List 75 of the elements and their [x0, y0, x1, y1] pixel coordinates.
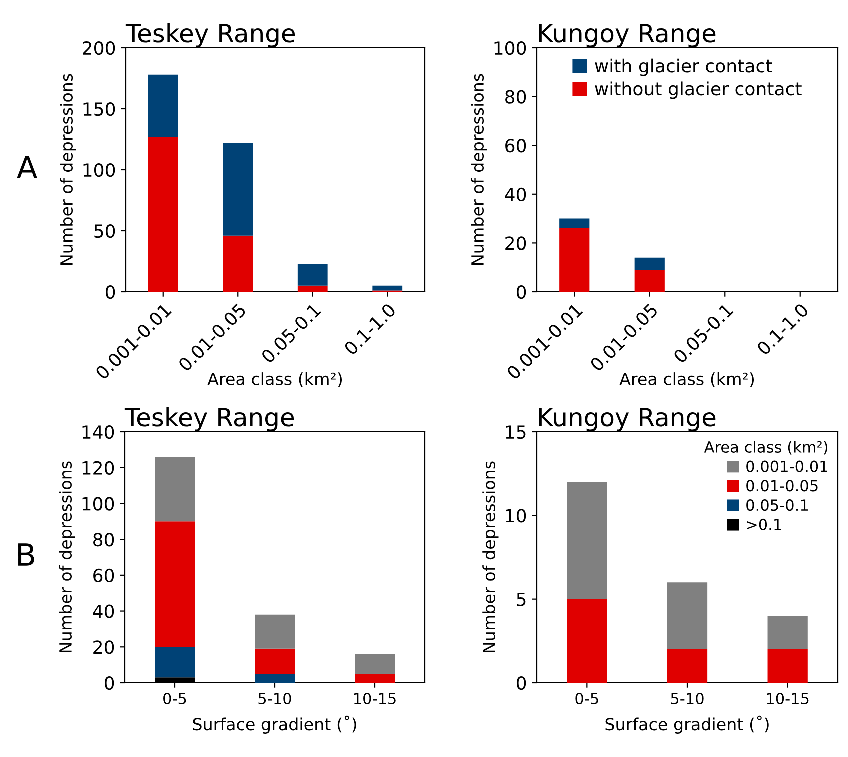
bar	[155, 647, 195, 678]
x-tick-label: 5-10	[671, 692, 704, 705]
bar	[667, 582, 708, 650]
bar	[223, 143, 254, 236]
legend-label: with glacier contact	[595, 58, 772, 76]
bar	[560, 228, 590, 292]
y-tick-label: 200	[83, 41, 116, 56]
y-tick-label: 0	[106, 285, 116, 300]
text: A	[17, 156, 38, 178]
legend-label: without glacier contact	[595, 82, 802, 100]
x-axis-title: Surface gradient (˚)	[606, 716, 769, 734]
y-tick-label: 0	[516, 285, 526, 300]
bar	[634, 270, 665, 292]
bar	[223, 236, 254, 292]
y-axis-title: Number of depressions	[59, 462, 76, 652]
legend-label: 0.01-0.05	[746, 480, 818, 492]
chart-title: Kungoy Range	[539, 24, 716, 48]
chart-title: Kungoy Range	[539, 408, 716, 432]
bar	[560, 218, 590, 229]
y-tick-label: 60	[506, 139, 526, 153]
x-tick-label: 0-5	[576, 692, 598, 705]
x-tick-label: 10-15	[354, 692, 396, 705]
y-tick-label: 150	[84, 102, 116, 116]
legend-title: Area class (km²)	[704, 441, 828, 455]
y-tick-label: 100	[84, 163, 116, 178]
y-tick-label: 100	[494, 41, 526, 56]
y-tick-label: 10	[506, 509, 526, 523]
bar	[255, 614, 295, 649]
bar	[355, 654, 395, 674]
y-tick-label: 0	[516, 676, 526, 690]
y-tick-label: 15	[506, 426, 526, 440]
bar	[667, 650, 708, 683]
y-tick-label: 60	[94, 568, 114, 583]
bar	[567, 482, 608, 600]
y-tick-label: 40	[505, 188, 526, 202]
bar	[372, 286, 403, 291]
bar	[567, 599, 608, 683]
legend-label: 0.05-0.1	[746, 500, 808, 512]
y-tick-label: 40	[93, 604, 114, 618]
y-tick-label: 20	[506, 236, 526, 250]
y-axis-title: Number of depressions	[471, 74, 488, 265]
x-tick-label: 0-5	[164, 692, 186, 705]
legend-label: 0.001-0.01	[746, 460, 828, 472]
bar	[148, 137, 178, 292]
y-tick-label: 20	[94, 640, 114, 654]
y-tick-label: 140	[82, 425, 114, 440]
y-tick-label: 80	[506, 90, 526, 104]
bar	[298, 264, 328, 286]
y-tick-label: 5	[517, 593, 526, 606]
y-tick-label: 0	[104, 676, 114, 690]
bar	[634, 258, 665, 270]
x-axis-title: Area class (km²)	[620, 372, 754, 388]
y-tick-label: 80	[94, 533, 114, 547]
y-tick-label: 120	[82, 461, 114, 475]
text: B	[18, 544, 34, 566]
bar	[255, 648, 295, 674]
x-tick-label: 5-10	[258, 692, 292, 705]
bar	[155, 522, 195, 648]
bar	[768, 650, 808, 683]
y-tick-label: 50	[94, 224, 116, 238]
x-axis-title: Area class (km²)	[208, 372, 342, 388]
bar	[255, 674, 295, 683]
y-axis-title: Number of depressions	[482, 462, 499, 652]
bar	[768, 616, 808, 650]
x-tick-label: 10-15	[767, 692, 809, 705]
y-axis-title: Number of depressions	[60, 74, 76, 265]
y-tick-label: 100	[82, 497, 114, 511]
bar	[155, 457, 195, 522]
bar	[148, 74, 178, 138]
chart-title: Teskey Range	[126, 23, 296, 48]
x-axis-title: Surface gradient (˚)	[193, 716, 356, 734]
legend-label: >0.1	[747, 518, 782, 530]
bar	[298, 286, 328, 292]
chart-title: Teskey Range	[124, 407, 294, 432]
bar	[355, 674, 395, 683]
